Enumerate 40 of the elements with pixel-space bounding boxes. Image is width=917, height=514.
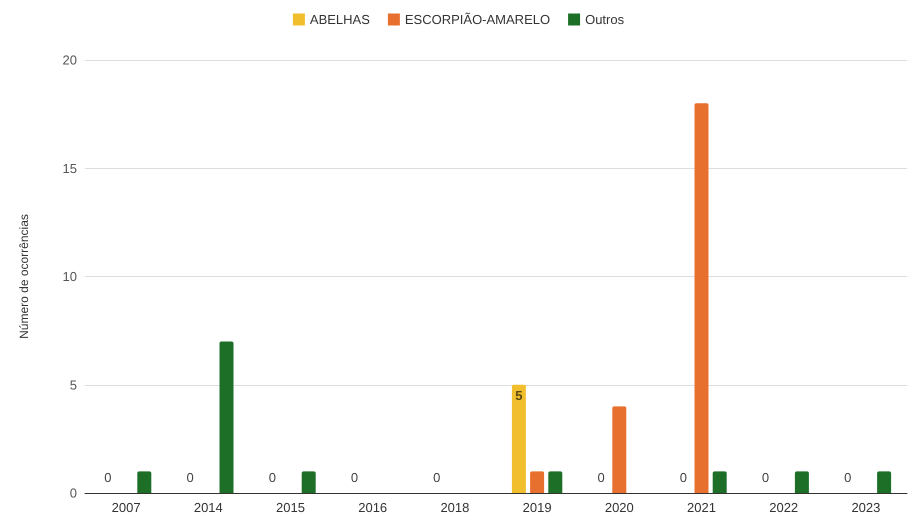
annotation: 0 xyxy=(762,470,770,485)
bar xyxy=(302,471,316,493)
bar xyxy=(694,103,708,493)
x-tick-label: 2021 xyxy=(687,500,716,514)
bar xyxy=(137,471,152,493)
y-axis-title: Número de ocorrências xyxy=(17,214,31,339)
x-tick-label: 2014 xyxy=(194,500,223,514)
data-label: 5 xyxy=(515,388,523,403)
y-tick-label: 15 xyxy=(62,160,77,176)
x-tick-label: 2019 xyxy=(522,500,552,514)
x-tick-label: 2007 xyxy=(112,500,141,514)
y-tick-label: 10 xyxy=(62,269,77,284)
annotation: 0 xyxy=(680,470,687,485)
annotation: 0 xyxy=(186,470,194,485)
bar xyxy=(612,406,626,493)
bar xyxy=(220,341,234,493)
x-tick-label: 2015 xyxy=(276,500,305,514)
y-tick-label: 20 xyxy=(62,52,77,68)
x-tick-label: 2022 xyxy=(769,500,798,514)
annotation: 0 xyxy=(350,470,358,485)
annotation: 0 xyxy=(104,470,112,485)
annotation: 0 xyxy=(433,470,440,485)
legend-label: Outros xyxy=(585,12,625,27)
bar xyxy=(794,471,809,493)
x-tick-label: 2020 xyxy=(604,500,634,514)
annotation: 0 xyxy=(844,470,852,485)
bar xyxy=(512,384,526,493)
annotation: 0 xyxy=(268,470,276,485)
x-tick-label: 2018 xyxy=(440,500,470,514)
bar xyxy=(877,471,892,493)
x-tick-label: 2016 xyxy=(358,500,388,514)
bar xyxy=(548,471,562,493)
y-tick-label: 5 xyxy=(70,377,77,392)
x-tick-label: 2023 xyxy=(851,500,880,514)
bar xyxy=(712,471,727,493)
legend-label: ESCORPIÃO-AMARELO xyxy=(404,12,550,27)
y-tick-label: 0 xyxy=(70,486,77,500)
legend-label: ABELHAS xyxy=(310,12,370,27)
annotation: 0 xyxy=(597,470,605,485)
bar xyxy=(530,471,544,493)
